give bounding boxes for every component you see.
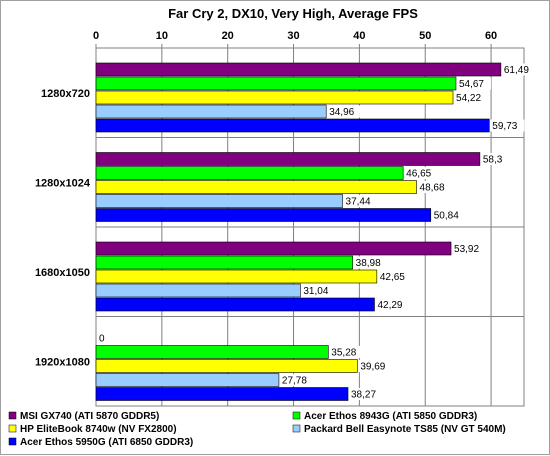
data-label-background <box>431 209 466 221</box>
x-tick-label: 40 <box>353 30 365 42</box>
data-label: 39,69 <box>360 362 385 373</box>
data-label: 54,67 <box>459 79 484 90</box>
data-label-background <box>97 332 107 344</box>
data-label-background <box>327 105 362 118</box>
data-label: 50,84 <box>434 211 459 222</box>
bar <box>95 90 454 105</box>
legend-entry: Acer Ethos 5950G (ATI 6850 GDDR3) <box>20 437 193 448</box>
data-label-background <box>501 63 536 76</box>
data-label-background <box>456 77 491 90</box>
category-label: 1280x720 <box>41 88 90 100</box>
bar <box>95 180 417 194</box>
bar <box>95 194 343 208</box>
bar <box>95 373 280 387</box>
data-label-background <box>358 360 393 372</box>
data-label-background <box>454 91 489 104</box>
data-label: 38,98 <box>356 258 381 269</box>
bar <box>95 283 301 298</box>
legend-swatch <box>8 437 17 446</box>
data-label: 54,22 <box>456 93 481 104</box>
data-label-background <box>480 153 509 165</box>
bar <box>95 62 502 77</box>
bar <box>95 208 432 222</box>
legend-swatch <box>292 411 301 420</box>
data-label: 37,44 <box>346 197 371 208</box>
data-label-background <box>279 374 314 386</box>
x-tick-label: 20 <box>222 30 234 42</box>
data-label-background <box>452 242 487 255</box>
data-label: 42,65 <box>380 272 405 283</box>
data-label-background <box>348 388 383 400</box>
data-label: 59,73 <box>492 121 517 132</box>
legend-entry: MSI GX740 (ATI 5870 GDDR5) <box>20 411 159 422</box>
data-label-background <box>343 195 378 207</box>
data-label: 38,27 <box>351 390 376 401</box>
data-label-background <box>301 284 336 297</box>
chart-title: Far Cry 2, DX10, Very High, Average FPS <box>168 6 418 21</box>
x-tick-label: 30 <box>287 30 299 42</box>
data-label: 0 <box>99 334 105 345</box>
data-label-background <box>377 270 412 283</box>
bar <box>95 241 452 256</box>
x-tick-label: 10 <box>156 30 168 42</box>
x-tick-label: 60 <box>485 30 497 42</box>
data-label-background <box>490 119 525 132</box>
data-label: 27,78 <box>282 376 307 387</box>
data-label: 35,28 <box>331 348 356 359</box>
bar <box>95 76 457 91</box>
bar <box>95 255 353 270</box>
data-label: 34,96 <box>329 107 354 118</box>
bar <box>95 297 375 312</box>
data-label-background <box>404 167 439 179</box>
legend-swatch <box>8 424 17 433</box>
bar <box>95 269 378 284</box>
data-label-background <box>329 346 364 358</box>
legend-entry: Acer Ethos 8943G (ATI 5850 GDDR3) <box>304 411 477 422</box>
legend-swatch <box>8 411 17 420</box>
category-label: 1280x1024 <box>35 177 91 189</box>
data-label: 53,92 <box>454 244 479 255</box>
bar <box>95 104 327 119</box>
bar <box>95 118 490 133</box>
category-label: 1920x1080 <box>35 356 90 368</box>
data-label-background <box>417 181 452 193</box>
bar <box>95 345 329 359</box>
category-label: 1680x1050 <box>35 267 90 279</box>
data-label: 46,65 <box>406 169 431 180</box>
bar <box>95 152 481 166</box>
data-label: 61,49 <box>504 65 529 76</box>
data-label: 48,68 <box>420 183 445 194</box>
legend-swatch <box>292 424 301 433</box>
data-label-background <box>353 256 388 269</box>
x-tick-label: 50 <box>419 30 431 42</box>
bar <box>95 387 349 401</box>
data-label: 58,3 <box>483 155 503 166</box>
bar <box>95 166 404 180</box>
x-tick-label: 0 <box>93 30 99 42</box>
data-label-background <box>375 298 410 311</box>
legend-entry: Packard Bell Easynote TS85 (NV GT 540M) <box>304 424 506 435</box>
legend: MSI GX740 (ATI 5870 GDDR5) Acer Ethos 894… <box>8 411 506 448</box>
bar <box>95 359 358 373</box>
data-label: 31,04 <box>303 286 328 297</box>
plot-area: 0 10 20 30 40 50 60 1280x720 61,49 54,67 54,22 34,9… <box>35 30 536 407</box>
legend-entry: HP EliteBook 8740w (NV FX2800) <box>20 424 177 435</box>
data-label: 42,29 <box>377 300 402 311</box>
